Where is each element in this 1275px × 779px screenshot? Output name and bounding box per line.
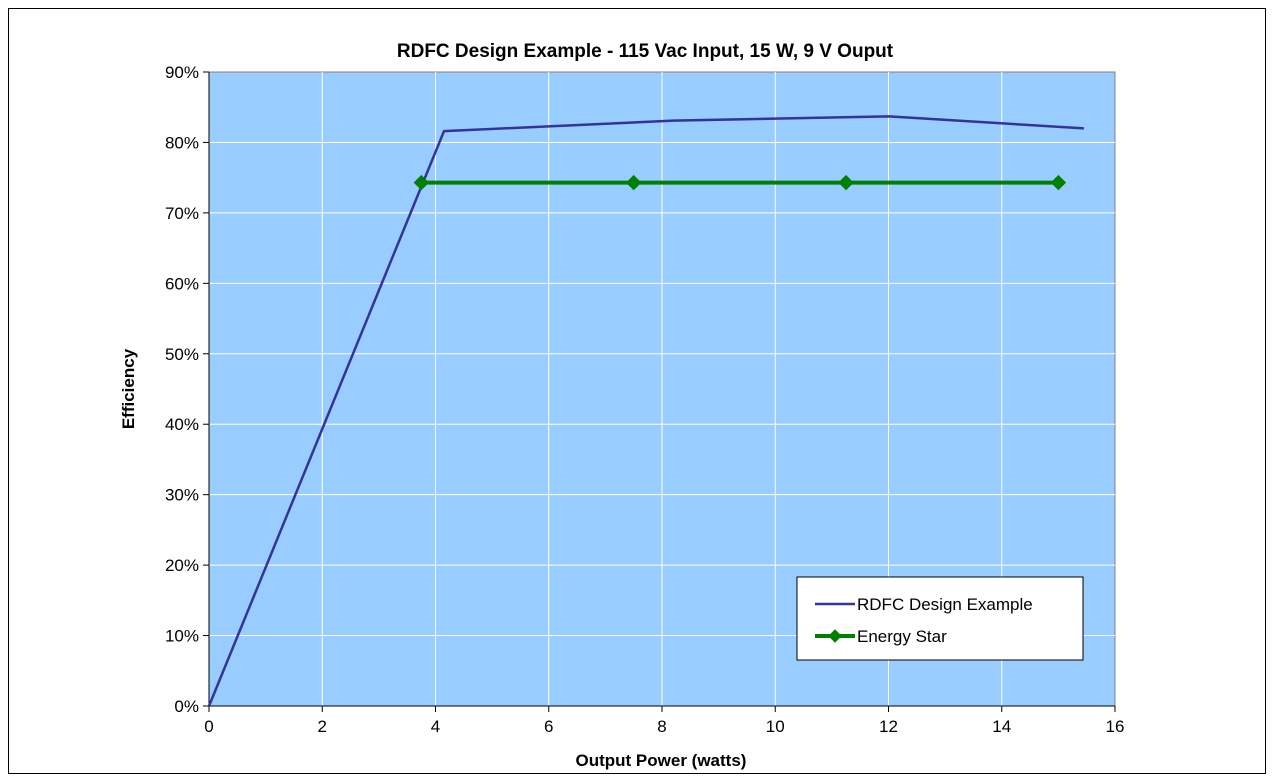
x-tick-label: 8 — [657, 717, 666, 736]
series-layer — [207, 115, 1084, 707]
legend-box — [796, 576, 1084, 661]
x-tick-label: 14 — [992, 717, 1011, 736]
x-tick-label: 12 — [879, 717, 898, 736]
data-point — [1050, 174, 1067, 191]
legend-entry: Energy Star — [815, 627, 947, 646]
y-tick-label: 70% — [165, 204, 199, 223]
y-tick-label: 60% — [165, 274, 199, 293]
y-tick-label: 20% — [165, 556, 199, 575]
legend: RDFC Design Example Energy Star — [796, 576, 1084, 661]
x-tick-label: 0 — [204, 717, 213, 736]
legend-marker — [828, 629, 842, 643]
legend-items: RDFC Design Example Energy Star — [815, 595, 1033, 646]
y-tick-label: 80% — [165, 133, 199, 152]
legend-label: Energy Star — [857, 627, 947, 646]
efficiency-chart: RDFC Design Example - 115 Vac Input, 15 … — [119, 41, 1124, 770]
x-axis-ticks: 0 2 4 6 8 10 12 14 16 — [204, 706, 1124, 736]
y-tick-label: 40% — [165, 415, 199, 434]
chart-frame: RDFC Design Example - 115 Vac Input, 15 … — [8, 8, 1266, 774]
x-axis-label: Output Power (watts) — [576, 751, 747, 770]
y-tick-label: 10% — [165, 627, 199, 646]
data-point — [625, 174, 642, 191]
chart-title: RDFC Design Example - 115 Vac Input, 15 … — [397, 41, 894, 62]
data-point — [413, 174, 430, 191]
x-tick-label: 16 — [1106, 717, 1125, 736]
series-line — [207, 115, 1084, 707]
legend-label: RDFC Design Example — [857, 595, 1033, 614]
series-rdfc-design-example — [207, 115, 1084, 707]
data-point — [838, 174, 854, 191]
y-tick-label: 90% — [165, 63, 199, 82]
y-tick-label: 30% — [165, 486, 199, 505]
x-tick-label: 2 — [318, 717, 327, 736]
x-tick-label: 10 — [766, 717, 785, 736]
y-tick-label: 50% — [165, 345, 199, 364]
y-axis-ticks: 0% 10% 20% 30% 40% 50% 60% 70% 80% 90% — [165, 63, 209, 716]
legend-entry: RDFC Design Example — [815, 595, 1033, 614]
x-tick-label: 4 — [431, 717, 440, 736]
y-tick-label: 0% — [174, 697, 199, 716]
y-axis-label: Efficiency — [119, 348, 138, 429]
x-tick-label: 6 — [544, 717, 553, 736]
series-energy-star — [413, 174, 1067, 191]
